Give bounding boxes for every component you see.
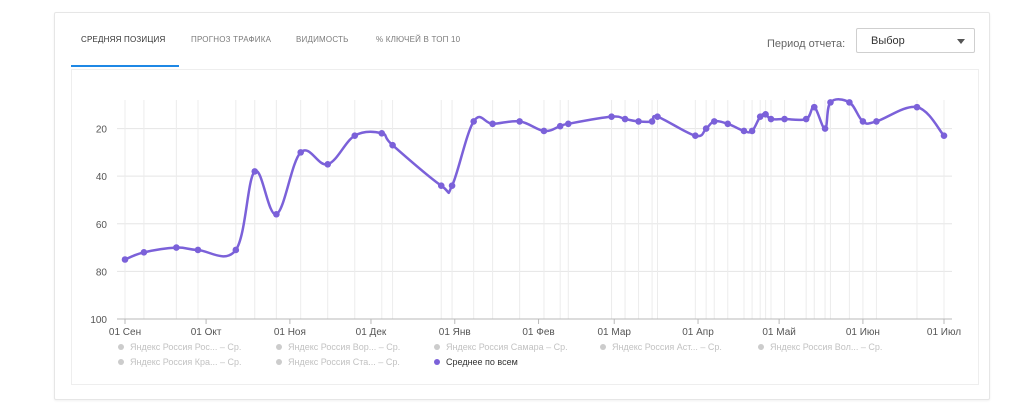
- data-point: [173, 244, 180, 251]
- x-tick-label: 01 Ноя: [274, 327, 306, 338]
- x-tick-label: 01 Июл: [927, 327, 961, 338]
- legend-label: Яндекс Россия Ста... – Ср.: [288, 357, 400, 367]
- data-point: [556, 122, 564, 130]
- chart-frame: [71, 69, 979, 385]
- legend-label: Яндекс Россия Вол... – Ср.: [770, 342, 883, 352]
- y-tick-label: 100: [90, 315, 107, 326]
- legend-label: Среднее по всем: [446, 357, 518, 367]
- x-tick-label: 01 Янв: [439, 327, 471, 338]
- y-tick-label: 40: [96, 172, 108, 183]
- data-point: [654, 113, 661, 120]
- data-point: [756, 113, 764, 120]
- data-point: [470, 118, 477, 125]
- data-point: [564, 120, 572, 128]
- data-point: [232, 246, 240, 254]
- data-point: [710, 118, 718, 125]
- data-point: [608, 113, 615, 120]
- x-tick-label: 01 Апр: [682, 327, 714, 338]
- data-point: [913, 103, 921, 111]
- legend-item[interactable]: Яндекс Россия Вол... – Ср.: [758, 342, 882, 352]
- legend-item[interactable]: Яндекс Россия Ста... – Ср.: [276, 357, 400, 367]
- legend-label: Яндекс Россия Вор... – Ср.: [288, 342, 401, 352]
- legend-dot-icon: [118, 343, 124, 350]
- tab-traffic-forecast[interactable]: ПРОГНОЗ ТРАФИКА: [191, 35, 272, 44]
- x-tick-label: 01 Июн: [846, 327, 880, 338]
- y-tick-label: 80: [96, 267, 108, 278]
- data-point: [121, 256, 129, 263]
- legend-item[interactable]: Яндекс Россия Аст... – Ср.: [600, 342, 722, 352]
- legend-label: Яндекс Россия Кра... – Ср.: [130, 357, 242, 367]
- x-tick-label: 01 Фев: [522, 327, 554, 338]
- data-point: [702, 125, 710, 132]
- y-tick-label: 20: [96, 125, 108, 136]
- tabs-bar: СРЕДНЯЯ ПОЗИЦИЯ ПРОГНОЗ ТРАФИКА ВИДИМОСТ…: [71, 13, 671, 67]
- data-point: [724, 120, 732, 128]
- data-point: [378, 130, 386, 137]
- legend-dot-icon: [600, 343, 606, 350]
- data-point: [781, 115, 788, 123]
- data-point: [859, 118, 867, 125]
- data-point: [621, 115, 629, 123]
- data-point: [389, 141, 396, 149]
- legend-dot-icon: [434, 343, 440, 350]
- active-tab-indicator: [71, 65, 179, 67]
- report-card: СРЕДНЯЯ ПОЗИЦИЯ ПРОГНОЗ ТРАФИКА ВИДИМОСТ…: [54, 12, 990, 400]
- data-point: [692, 132, 699, 140]
- data-point: [324, 160, 332, 168]
- data-point: [821, 125, 829, 132]
- data-point: [648, 118, 656, 125]
- y-tick-label: 60: [96, 220, 108, 231]
- period-label: Период отчета:: [767, 38, 846, 50]
- x-tick-label: 01 Окт: [191, 327, 222, 338]
- data-point: [297, 149, 304, 156]
- data-point: [940, 132, 948, 140]
- tab-avg-position[interactable]: СРЕДНЯЯ ПОЗИЦИЯ: [81, 35, 166, 44]
- caret-down-icon: [957, 39, 965, 44]
- data-point: [748, 127, 756, 135]
- data-point: [762, 110, 769, 118]
- data-point: [802, 115, 810, 123]
- legend-dot-icon: [434, 358, 440, 365]
- legend-label: Яндекс Россия Рос... – Ср.: [130, 342, 242, 352]
- tab-visibility[interactable]: ВИДИМОСТЬ: [296, 35, 349, 44]
- legend-item[interactable]: Среднее по всем: [434, 357, 518, 367]
- data-point: [635, 118, 642, 125]
- legend-dot-icon: [118, 358, 124, 365]
- x-tick-label: 01 Сен: [109, 327, 141, 338]
- data-point: [846, 99, 853, 106]
- data-point: [810, 103, 818, 111]
- x-tick-label: 01 Май: [762, 327, 796, 338]
- x-tick-label: 01 Мар: [598, 327, 632, 338]
- legend-dot-icon: [276, 343, 282, 350]
- legend-label: Яндекс Россия Аст... – Ср.: [612, 342, 722, 352]
- data-point: [767, 115, 775, 123]
- legend-item[interactable]: Яндекс Россия Вор... – Ср.: [276, 342, 400, 352]
- data-point: [140, 249, 148, 256]
- data-point: [437, 182, 445, 189]
- legend-item[interactable]: Яндекс Россия Кра... – Ср.: [118, 357, 242, 367]
- data-point: [448, 182, 456, 189]
- data-point: [740, 127, 748, 135]
- data-point: [873, 118, 880, 125]
- period-select[interactable]: Выбор: [856, 28, 975, 53]
- x-tick-label: 01 Дек: [356, 327, 387, 338]
- legend-dot-icon: [758, 343, 764, 350]
- data-point: [540, 127, 548, 135]
- legend-dot-icon: [276, 358, 282, 365]
- legend-label: Яндекс Россия Самара – Ср.: [446, 342, 568, 352]
- data-point: [351, 132, 359, 140]
- data-point: [251, 168, 259, 175]
- data-point: [489, 120, 496, 128]
- tab-top10-keys[interactable]: % КЛЮЧЕЙ В ТОП 10: [376, 35, 461, 44]
- data-point: [194, 246, 202, 254]
- period-select-value: Выбор: [871, 35, 905, 47]
- data-point: [273, 210, 280, 218]
- data-point: [516, 118, 523, 125]
- series-line-average: [124, 98, 945, 261]
- legend-item[interactable]: Яндекс Россия Рос... – Ср.: [118, 342, 241, 352]
- legend-item[interactable]: Яндекс Россия Самара – Ср.: [434, 342, 568, 352]
- data-point: [827, 99, 834, 106]
